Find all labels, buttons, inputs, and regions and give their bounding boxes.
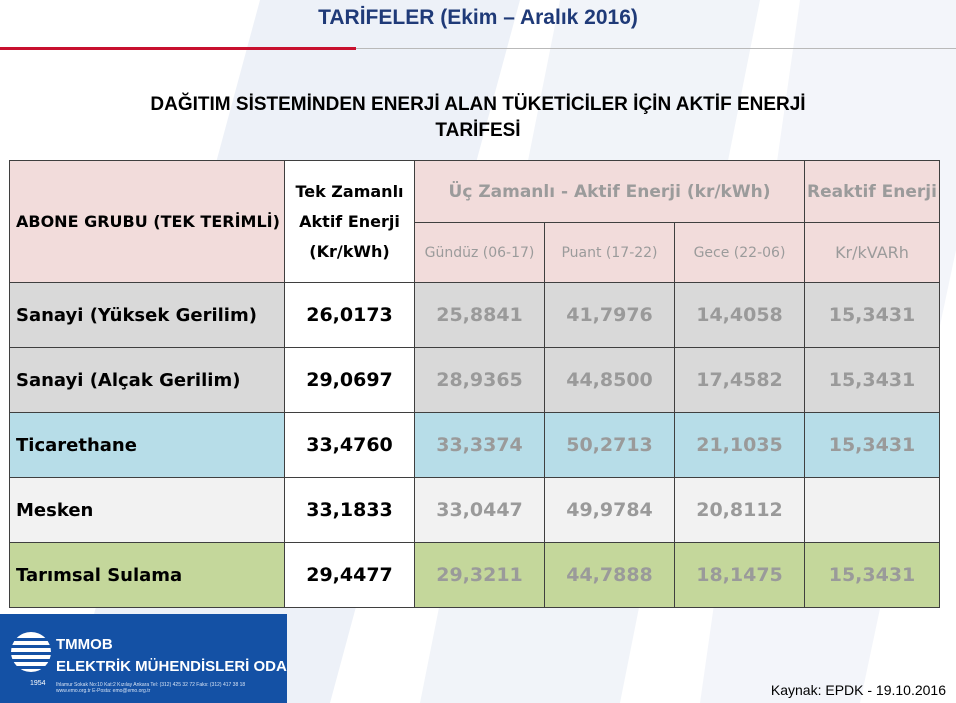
header-tek-zamanli: Tek Zamanlı Aktif Enerji (Kr/kWh) — [284, 160, 415, 283]
header-reaktif-enerji: Reaktif Enerji — [804, 160, 940, 223]
header-abone-grubu: ABONE GRUBU (TEK TERİMLİ) — [9, 160, 285, 283]
cell-reaktif — [804, 477, 940, 543]
cell-abone-grubu: Mesken — [9, 477, 285, 543]
cell-gece: 18,1475 — [674, 542, 805, 608]
cell-gece: 21,1035 — [674, 412, 805, 478]
cell-reaktif: 15,3431 — [804, 412, 940, 478]
title-rule-red — [0, 47, 356, 50]
cell-tek-zamanli: 29,0697 — [284, 347, 415, 413]
cell-gunduz: 33,0447 — [414, 477, 545, 543]
cell-gece: 17,4582 — [674, 347, 805, 413]
cell-abone-grubu: Tarımsal Sulama — [9, 542, 285, 608]
logo-address: Ihlamur Sokak No:10 Kat:2 Kızılay Ankara… — [56, 682, 246, 694]
cell-puant: 41,7976 — [544, 282, 675, 348]
table-row-sanayi-yuksek: Sanayi (Yüksek Gerilim) 26,0173 25,8841 … — [9, 282, 940, 348]
cell-abone-grubu: Ticarethane — [9, 412, 285, 478]
cell-tek-zamanli: 26,0173 — [284, 282, 415, 348]
globe-icon — [8, 632, 54, 672]
subtitle-line-2: TARİFESİ — [435, 120, 521, 141]
table-row-sanayi-alcak: Sanayi (Alçak Gerilim) 29,0697 28,9365 4… — [9, 347, 940, 413]
cell-gunduz: 29,3211 — [414, 542, 545, 608]
cell-reaktif: 15,3431 — [804, 347, 940, 413]
cell-reaktif: 15,3431 — [804, 282, 940, 348]
cell-puant: 44,8500 — [544, 347, 675, 413]
tmmob-emo-logo: TMMOB ELEKTRİK MÜHENDİSLERİ ODASI 1954 I… — [0, 614, 287, 703]
cell-tek-zamanli: 33,4760 — [284, 412, 415, 478]
header-kvarh-unit: Kr/kVARh — [804, 222, 940, 283]
logo-year: 1954 — [30, 680, 46, 687]
cell-gece: 14,4058 — [674, 282, 805, 348]
header-puant: Puant (17-22) — [544, 222, 675, 283]
tariff-table: ABONE GRUBU (TEK TERİMLİ) Tek Zamanlı Ak… — [9, 160, 940, 608]
table-row-tarimsal-sulama: Tarımsal Sulama 29,4477 29,3211 44,7888 … — [9, 542, 940, 608]
cell-puant: 50,2713 — [544, 412, 675, 478]
header-tek-zamanli-line-3: (Kr/kWh) — [309, 241, 390, 261]
cell-gunduz: 28,9365 — [414, 347, 545, 413]
source-note: Kaynak: EPDK - 19.10.2016 — [770, 682, 946, 698]
table-row-ticarethane: Ticarethane 33,4760 33,3374 50,2713 21,1… — [9, 412, 940, 478]
header-tek-zamanli-line-1: Tek Zamanlı — [295, 181, 404, 201]
cell-gece: 20,8112 — [674, 477, 805, 543]
cell-gunduz: 33,3374 — [414, 412, 545, 478]
logo-name-emo: ELEKTRİK MÜHENDİSLERİ ODASI — [56, 658, 287, 675]
header-tek-zamanli-line-2: Aktif Enerji — [299, 211, 400, 231]
slide-title: TARİFELER (Ekim – Aralık 2016) — [318, 6, 638, 29]
cell-gunduz: 25,8841 — [414, 282, 545, 348]
cell-puant: 44,7888 — [544, 542, 675, 608]
title-rule-grey — [356, 48, 956, 49]
cell-reaktif: 15,3431 — [804, 542, 940, 608]
table-subtitle: DAĞITIM SİSTEMİNDEN ENERJİ ALAN TÜKETİCİ… — [40, 92, 916, 144]
cell-tek-zamanli: 33,1833 — [284, 477, 415, 543]
logo-name-tmmob: TMMOB — [56, 636, 113, 653]
cell-tek-zamanli: 29,4477 — [284, 542, 415, 608]
header-gunduz: Gündüz (06-17) — [414, 222, 545, 283]
header-uc-zamanli: Üç Zamanlı - Aktif Enerji (kr/kWh) — [414, 160, 805, 223]
cell-puant: 49,9784 — [544, 477, 675, 543]
cell-abone-grubu: Sanayi (Yüksek Gerilim) — [9, 282, 285, 348]
header-gece: Gece (22-06) — [674, 222, 805, 283]
cell-abone-grubu: Sanayi (Alçak Gerilim) — [9, 347, 285, 413]
subtitle-line-1: DAĞITIM SİSTEMİNDEN ENERJİ ALAN TÜKETİCİ… — [150, 94, 806, 115]
table-row-mesken: Mesken 33,1833 33,0447 49,9784 20,8112 — [9, 477, 940, 543]
